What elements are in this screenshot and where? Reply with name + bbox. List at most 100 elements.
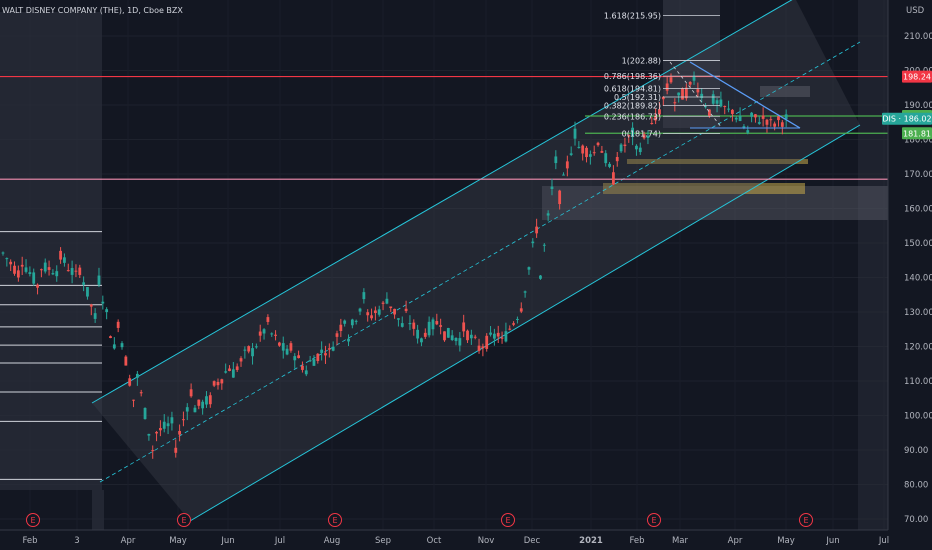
- earnings-marker-label: E: [505, 516, 510, 525]
- candle-body: [289, 343, 293, 351]
- candle-body: [704, 106, 707, 108]
- candle-body: [477, 345, 481, 351]
- candle-body: [278, 342, 281, 346]
- price-tick-label: 80.00: [904, 481, 928, 491]
- candle-body: [638, 147, 642, 153]
- candle-body: [696, 89, 700, 93]
- candle-body: [435, 321, 439, 325]
- candle-body: [627, 135, 631, 137]
- earnings-marker[interactable]: [501, 513, 515, 527]
- earnings-marker[interactable]: [799, 513, 813, 527]
- fib-level-label: 0.618(194.81): [604, 84, 661, 93]
- price-tick-label: 180.00: [904, 136, 932, 146]
- candle-body: [182, 419, 185, 421]
- candle-body: [462, 322, 466, 332]
- candle-body: [631, 127, 634, 137]
- price-tick-label: 120.00: [904, 343, 932, 353]
- candle-body: [588, 154, 592, 157]
- candle-body: [458, 338, 462, 346]
- candle-body: [757, 122, 761, 124]
- price-label-text: DIS · 186.02: [882, 115, 931, 124]
- candle-body: [228, 368, 231, 372]
- fibonacci-levels: 1.618(215.95) 1(202.88) 0.786(198.36) 0.618…: [604, 11, 720, 138]
- price-label-tag: [902, 70, 932, 83]
- candle-body: [562, 174, 565, 176]
- price-tick-label: 160.00: [904, 205, 932, 215]
- time-tick-label: Jul: [878, 536, 889, 546]
- candle-body: [389, 306, 393, 309]
- candle-body: [251, 348, 254, 357]
- candle-body: [324, 353, 327, 356]
- candle-body: [243, 349, 247, 351]
- candle-body: [193, 407, 197, 413]
- price-axis[interactable]: [888, 0, 932, 530]
- earnings-marker-label: E: [803, 516, 808, 525]
- candle-body: [266, 317, 270, 322]
- candle-body: [143, 407, 147, 420]
- channel-midline: [99, 41, 861, 483]
- candle-body: [554, 156, 558, 164]
- time-axis[interactable]: [0, 530, 932, 550]
- earnings-marker[interactable]: [647, 513, 661, 527]
- candle-body: [358, 308, 362, 312]
- candle-body: [63, 257, 66, 263]
- candle-body: [746, 130, 750, 133]
- candle-body: [446, 327, 450, 338]
- ascending-channel-fill: [92, 0, 860, 521]
- candle-body: [139, 392, 143, 394]
- fib-level-label: 1(202.88): [622, 57, 661, 66]
- price-tick-label: 150.00: [904, 239, 932, 249]
- earnings-marker[interactable]: [328, 513, 342, 527]
- candle-body: [47, 267, 51, 270]
- candle-body: [70, 268, 74, 275]
- candle-body: [723, 106, 727, 108]
- earnings-marker[interactable]: [177, 513, 191, 527]
- candle-body: [469, 334, 473, 339]
- candle-body: [669, 77, 673, 83]
- candle-body: [761, 115, 765, 119]
- candle-body: [784, 114, 788, 120]
- candle-body: [707, 109, 711, 117]
- candle-body: [354, 320, 358, 322]
- candle-body: [327, 348, 331, 350]
- time-tick-label: 2021: [579, 536, 603, 546]
- candle-body: [82, 282, 86, 285]
- horizontal-levels: [0, 75, 888, 180]
- time-tick-label: Sep: [375, 536, 391, 546]
- candle-body: [304, 370, 308, 375]
- candle-body: [285, 348, 289, 355]
- candle-body: [24, 267, 28, 272]
- fib-level-label: 0.236(186.73): [604, 112, 661, 121]
- candle-body: [362, 292, 366, 300]
- price-tick-label: 170.00: [904, 170, 932, 180]
- fib-level-label: 0.5(192.31): [614, 93, 661, 102]
- candle-body: [316, 353, 320, 361]
- candle-body: [769, 119, 773, 121]
- candle-body: [496, 332, 500, 337]
- resistance-zone: [760, 86, 810, 97]
- candle-body: [734, 117, 738, 120]
- candle-body: [89, 304, 93, 307]
- earnings-marker[interactable]: [26, 513, 40, 527]
- price-tick-label: 110.00: [904, 377, 932, 387]
- candle-body: [558, 190, 562, 205]
- candle-body: [661, 96, 665, 100]
- candle-body: [116, 321, 120, 328]
- candle-body: [231, 369, 235, 378]
- candle-body: [43, 262, 47, 272]
- candle-body: [581, 145, 585, 154]
- candle-body: [765, 119, 769, 125]
- candle-body: [370, 315, 373, 319]
- candle-body: [170, 417, 174, 424]
- candle-body: [665, 83, 669, 91]
- candle-body: [742, 126, 746, 128]
- candle-body: [565, 161, 569, 169]
- candle-body: [412, 322, 416, 329]
- candle-body: [754, 114, 757, 118]
- channel-upper-line: [91, 0, 793, 404]
- candle-body: [489, 332, 492, 335]
- candle-body: [128, 378, 132, 386]
- candle-body: [239, 358, 243, 362]
